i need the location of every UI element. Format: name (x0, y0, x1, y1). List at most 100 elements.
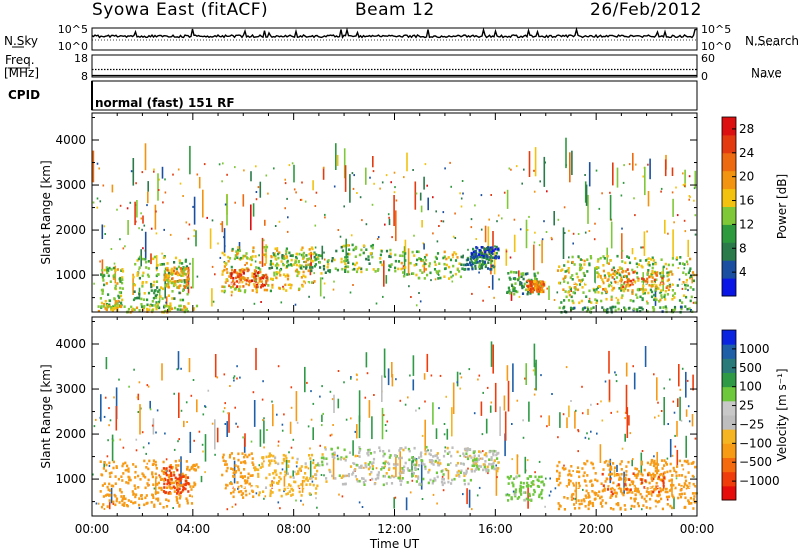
scatter-pixel (350, 377, 352, 380)
echo-pixel (258, 491, 261, 494)
echo-pixel (629, 279, 633, 283)
echo-pixel (478, 265, 481, 268)
echo-pixel (311, 260, 314, 263)
echo-pixel (612, 266, 615, 270)
scatter-pixel (381, 375, 383, 402)
echo-pixel (632, 299, 635, 303)
echo-pixel (641, 277, 644, 280)
echo-pixel (400, 447, 403, 450)
echo-pixel (184, 260, 187, 263)
echo-pixel (536, 271, 539, 275)
scatter-pixel (259, 181, 262, 198)
echo-pixel (403, 465, 406, 469)
echo-pixel (444, 468, 447, 471)
station-title: Syowa East (fitACF) (92, 0, 269, 20)
scatter-pixel (344, 165, 347, 192)
echo-pixel (634, 489, 637, 493)
echo-pixel (371, 255, 374, 259)
freq-panel-frame (91, 54, 698, 78)
echo-pixel (494, 247, 497, 251)
scatter-pixel (532, 369, 535, 372)
echo-pixel (537, 290, 540, 293)
echo-pixel (359, 448, 362, 451)
echo-pixel (583, 499, 586, 503)
echo-pixel (103, 303, 106, 306)
echo-pixel (246, 479, 249, 483)
echo-pixel (119, 286, 122, 290)
echo-pixel (118, 501, 121, 504)
echo-pixel (537, 281, 540, 284)
echo-pixel (411, 474, 414, 477)
echo-pixel (540, 290, 543, 294)
echo-pixel (152, 284, 155, 287)
echo-pixel (104, 494, 108, 497)
echo-pixel (402, 271, 405, 274)
echo-pixel (404, 266, 407, 269)
scatter-pixel (382, 462, 385, 465)
echo-pixel (626, 491, 629, 495)
scatter-pixel (217, 242, 219, 245)
scatter-pixel (224, 203, 227, 206)
nave-label: Nave (751, 66, 782, 80)
scatter-pixel (204, 405, 206, 408)
echo-pixel (415, 273, 418, 277)
echo-pixel (353, 267, 356, 271)
echo-pixel (364, 479, 367, 483)
echo-pixel (151, 304, 154, 307)
echo-pixel (153, 291, 156, 295)
echo-pixel (609, 465, 612, 469)
echo-pixel (584, 283, 587, 286)
echo-pixel (623, 274, 627, 278)
echo-pixel (306, 479, 309, 482)
scatter-pixel (356, 424, 358, 439)
echo-pixel (511, 284, 514, 287)
echo-pixel (656, 494, 659, 497)
scatter-pixel (368, 400, 371, 418)
echo-pixel (604, 501, 608, 505)
scatter-pixel (109, 419, 112, 422)
echo-pixel (524, 288, 528, 292)
scatter-pixel (366, 372, 369, 375)
echo-pixel (413, 254, 416, 257)
scatter-pixel (146, 384, 149, 387)
echo-pixel (656, 271, 659, 274)
scatter-pixel (625, 384, 628, 414)
echo-pixel (106, 305, 110, 309)
echo-pixel (163, 486, 166, 489)
echo-pixel (171, 290, 174, 293)
echo-pixel (354, 255, 357, 258)
echo-pixel (185, 497, 188, 500)
echo-pixel (557, 477, 561, 481)
echo-pixel (178, 291, 181, 295)
echo-pixel (267, 284, 270, 287)
echo-pixel (527, 287, 530, 290)
scatter-pixel (196, 173, 199, 176)
echo-pixel (586, 306, 589, 310)
echo-pixel (143, 503, 146, 507)
echo-pixel (113, 304, 116, 307)
scatter-pixel (223, 373, 226, 376)
echo-pixel (534, 286, 537, 290)
echo-pixel (297, 259, 300, 263)
echo-pixel (262, 490, 265, 493)
scatter-pixel (108, 407, 110, 410)
echo-pixel (389, 454, 392, 457)
echo-pixel (643, 486, 646, 489)
echo-pixel (116, 302, 119, 305)
echo-pixel (483, 248, 486, 251)
scatter-pixel (147, 181, 149, 192)
scatter-pixel (95, 502, 98, 505)
echo-pixel (514, 289, 517, 293)
scatter-pixel (226, 194, 228, 226)
echo-pixel (682, 294, 686, 297)
scatter-pixel (351, 268, 354, 271)
scatter-pixel (157, 173, 159, 201)
echo-pixel (615, 491, 618, 495)
echo-pixel (601, 489, 604, 493)
echo-pixel (153, 280, 156, 284)
scatter-pixel (488, 286, 490, 288)
echo-pixel (657, 469, 660, 472)
echo-pixel (685, 260, 689, 264)
echo-pixel (230, 274, 233, 278)
echo-pixel (243, 460, 246, 463)
